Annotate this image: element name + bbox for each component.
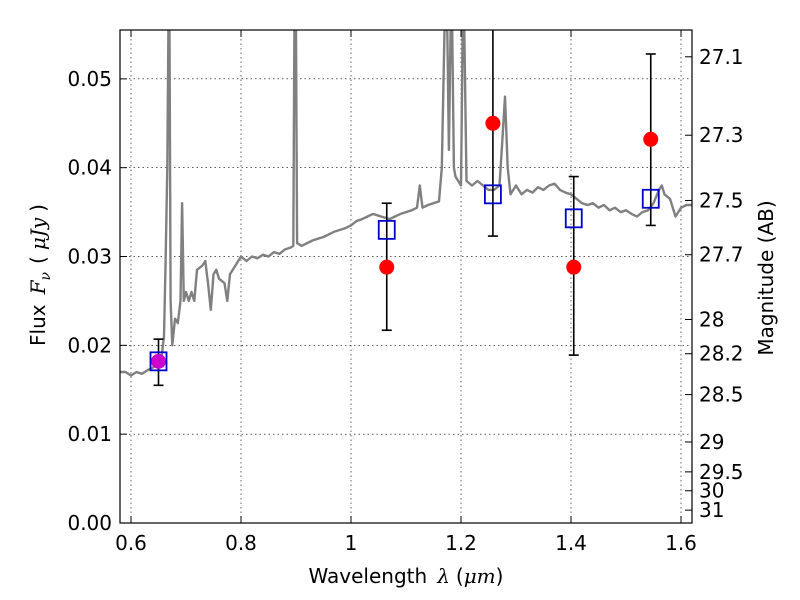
magnitude-tick-label: 28.2	[699, 342, 744, 366]
model-flux-square	[377, 219, 396, 240]
x-axis-label-unit: μm	[464, 564, 496, 588]
x-tick-label: 0.6	[115, 531, 147, 555]
magnitude-tick-label: 29	[699, 430, 724, 454]
y-tick-label: 0.02	[67, 333, 112, 357]
error-bars	[153, 30, 656, 387]
x-axis-label-unit-close: )	[496, 564, 504, 588]
y-axis-label-subscript: ν	[38, 272, 54, 281]
observed-flux-point	[379, 259, 395, 275]
x-tick-label: 1.4	[555, 531, 587, 555]
model-flux-square	[641, 188, 660, 209]
x-axis-label-symbol: λ	[436, 564, 450, 588]
grid-lines	[120, 30, 692, 524]
model-spectrum	[120, 30, 692, 377]
observed-flux-point	[643, 131, 659, 147]
x-tick-label: 1	[345, 531, 358, 555]
x-axis-ticks: 0.6 0.8 1 1.2 1.4 1.6	[115, 30, 697, 555]
y-axis-label-text: Flux	[26, 304, 50, 346]
y-axis-label-unit-open: (	[26, 256, 50, 264]
x-axis-label: Wavelength λ (μm)	[309, 564, 504, 588]
magnitude-tick-label: 27.5	[699, 188, 744, 212]
y-axis-label: Flux Fν ( μJy)	[26, 204, 54, 346]
x-tick-label: 0.8	[225, 531, 257, 555]
magnitude-tick-label: 28	[699, 307, 724, 331]
magnitude-axis-label: Magnitude (AB)	[754, 200, 778, 355]
x-tick-label: 1.2	[445, 531, 477, 555]
y-tick-label: 0.03	[67, 245, 112, 269]
magnitude-tick-label: 30	[699, 479, 724, 503]
magnitude-tick-label: 31	[699, 498, 724, 522]
y-axis-label-unit: μJy	[26, 217, 50, 250]
magnitude-tick-label: 27.3	[699, 123, 744, 147]
y-tick-label: 0.01	[67, 422, 112, 446]
magnitude-tick-label: 29.5	[699, 460, 744, 484]
magnitude-tick-label: 28.5	[699, 383, 744, 407]
y-axis-ticks: 0.00 0.01 0.02 0.03 0.04 0.05	[67, 67, 127, 535]
model-flux-square	[149, 351, 168, 372]
model-spectrum-line	[120, 30, 692, 377]
model-flux-square	[483, 184, 502, 205]
magnitude-tick-label: 27.1	[699, 45, 744, 69]
y-tick-label: 0.05	[67, 67, 112, 91]
plot-frame	[119, 29, 693, 524]
y-tick-label: 0.04	[67, 156, 112, 180]
x-axis-label-text: Wavelength	[309, 564, 428, 588]
magnitude-tick-label: 27.7	[699, 243, 744, 267]
data-markers	[149, 115, 660, 372]
y-axis-label-unit-close: )	[26, 204, 50, 212]
observed-flux-point	[485, 115, 501, 131]
model-flux-square	[564, 208, 583, 229]
observed-flux-point	[566, 259, 582, 275]
observed-flux-point	[151, 353, 166, 369]
y-tick-label: 0.00	[67, 511, 112, 535]
x-axis-label-unit-open: (	[456, 564, 464, 588]
x-tick-label: 1.6	[665, 531, 697, 555]
y-axis-label-symbol: F	[26, 279, 50, 295]
